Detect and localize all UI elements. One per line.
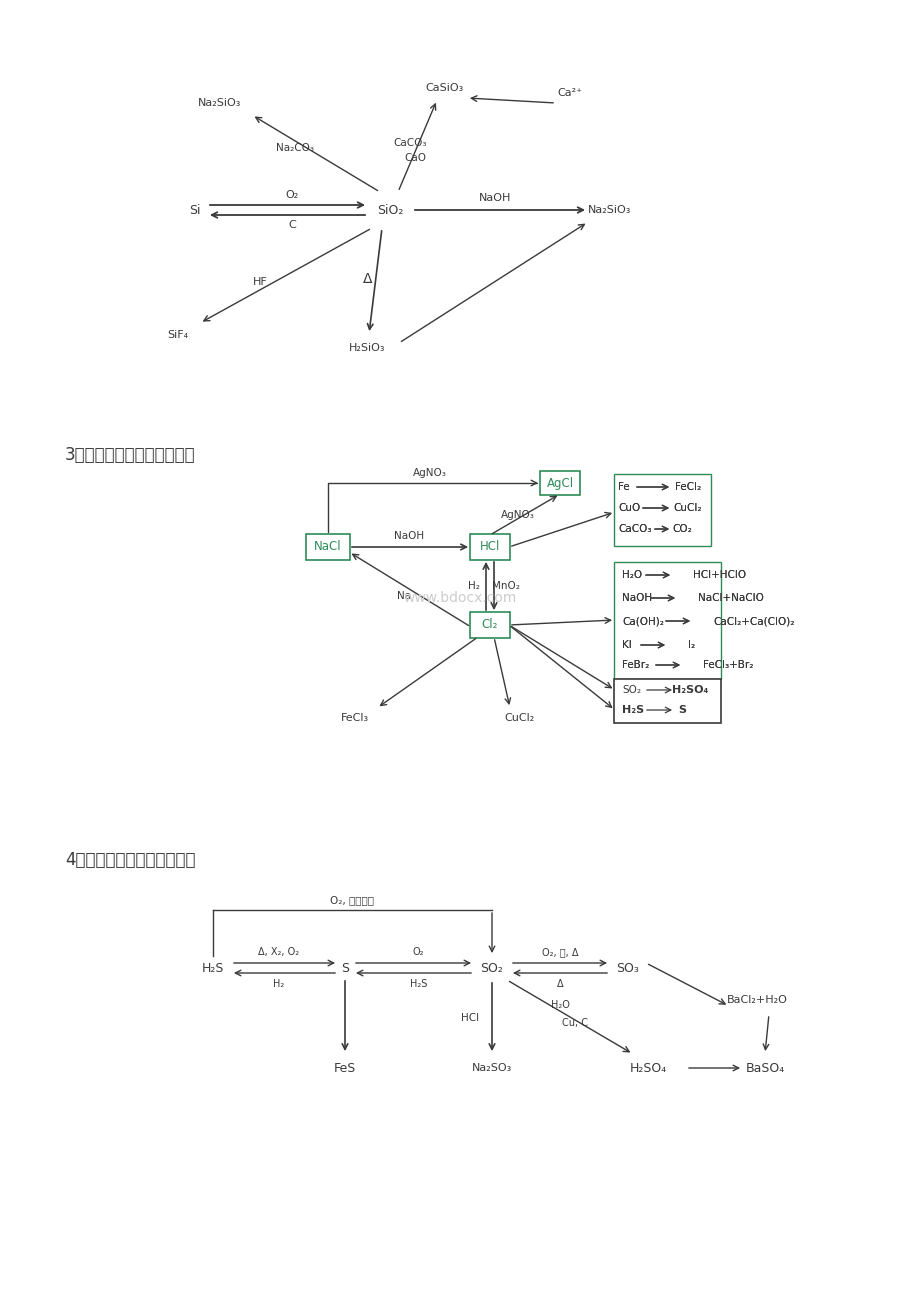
Text: CaO: CaO xyxy=(403,154,425,163)
Text: AgCl: AgCl xyxy=(546,477,573,490)
Text: 3．氯及其化合物的转化关系: 3．氯及其化合物的转化关系 xyxy=(65,447,196,464)
Text: CaCl₂+Ca(ClO)₂: CaCl₂+Ca(ClO)₂ xyxy=(712,616,793,626)
FancyBboxPatch shape xyxy=(306,534,349,560)
Text: HCl: HCl xyxy=(460,1013,479,1023)
Text: FeCl₃: FeCl₃ xyxy=(341,713,369,723)
Text: H₂S: H₂S xyxy=(201,961,224,974)
Text: KI: KI xyxy=(621,641,631,650)
Text: NaCl+NaClO: NaCl+NaClO xyxy=(698,592,763,603)
Text: I₂: I₂ xyxy=(687,641,695,650)
Text: Δ, X₂, O₂: Δ, X₂, O₂ xyxy=(258,947,300,957)
Text: CuCl₂: CuCl₂ xyxy=(505,713,535,723)
Text: SO₂: SO₂ xyxy=(621,685,641,695)
Text: H₂SO₄: H₂SO₄ xyxy=(671,685,708,695)
Text: SO₃: SO₃ xyxy=(616,961,639,974)
Text: www.bdocx.com: www.bdocx.com xyxy=(403,591,516,605)
Text: H₂: H₂ xyxy=(468,581,480,591)
Text: CuO: CuO xyxy=(618,503,640,513)
Text: Na₂SO₃: Na₂SO₃ xyxy=(471,1062,512,1073)
Text: FeCl₂: FeCl₂ xyxy=(675,482,700,492)
Text: NaOH: NaOH xyxy=(621,592,652,603)
Text: Fe: Fe xyxy=(618,482,629,492)
Text: Na₂CO₃: Na₂CO₃ xyxy=(276,143,313,154)
Text: H₂S: H₂S xyxy=(621,704,643,715)
Text: O₂, 催, Δ: O₂, 催, Δ xyxy=(541,947,578,957)
Text: KI: KI xyxy=(621,641,631,650)
Text: CaCl₂+Ca(ClO)₂: CaCl₂+Ca(ClO)₂ xyxy=(712,616,793,626)
Text: CuO: CuO xyxy=(618,503,640,513)
Text: CaCO₃: CaCO₃ xyxy=(618,523,651,534)
Text: 4．硫及其化合物的转化关系: 4．硫及其化合物的转化关系 xyxy=(65,852,196,868)
Text: NaOH: NaOH xyxy=(393,531,424,542)
Text: NaCl+NaClO: NaCl+NaClO xyxy=(698,592,763,603)
Text: FeCl₂: FeCl₂ xyxy=(675,482,700,492)
Text: CO₂: CO₂ xyxy=(672,523,691,534)
Text: Si: Si xyxy=(189,203,200,216)
FancyBboxPatch shape xyxy=(613,562,720,680)
Text: CaSiO₃: CaSiO₃ xyxy=(425,83,463,92)
Text: Na₂SiO₃: Na₂SiO₃ xyxy=(587,204,631,215)
Text: H₂S: H₂S xyxy=(409,979,426,990)
Text: O₂, 完全燃烧: O₂, 完全燃烧 xyxy=(330,894,374,905)
Text: BaCl₂+H₂O: BaCl₂+H₂O xyxy=(726,995,787,1005)
Text: HF: HF xyxy=(253,277,267,286)
Text: CaCO₃: CaCO₃ xyxy=(618,523,651,534)
Text: H₂O: H₂O xyxy=(621,570,641,579)
Text: Cl₂: Cl₂ xyxy=(482,618,498,631)
Text: Na₂SiO₃: Na₂SiO₃ xyxy=(199,98,242,108)
Text: Ca²⁺: Ca²⁺ xyxy=(557,89,582,98)
Text: CaCO₃: CaCO₃ xyxy=(392,138,426,148)
Text: NaOH: NaOH xyxy=(478,193,511,203)
Text: H₂O: H₂O xyxy=(550,1000,569,1010)
Text: SiO₂: SiO₂ xyxy=(377,203,403,216)
FancyBboxPatch shape xyxy=(613,474,710,546)
Text: SiF₄: SiF₄ xyxy=(167,329,188,340)
Text: Δ: Δ xyxy=(556,979,562,990)
Text: H₂SiO₃: H₂SiO₃ xyxy=(348,342,385,353)
Text: HCl+HClO: HCl+HClO xyxy=(692,570,745,579)
Text: Ca(OH)₂: Ca(OH)₂ xyxy=(621,616,664,626)
Text: SO₂: SO₂ xyxy=(480,961,503,974)
Text: Ca(OH)₂: Ca(OH)₂ xyxy=(621,616,664,626)
FancyBboxPatch shape xyxy=(539,471,579,495)
Text: O₂: O₂ xyxy=(413,947,424,957)
Text: H₂SO₄: H₂SO₄ xyxy=(629,1061,666,1074)
FancyBboxPatch shape xyxy=(470,534,509,560)
Text: H₂O: H₂O xyxy=(621,570,641,579)
Text: MnO₂: MnO₂ xyxy=(492,581,519,591)
Text: FeBr₂: FeBr₂ xyxy=(621,660,649,671)
Text: FeS: FeS xyxy=(334,1061,356,1074)
FancyBboxPatch shape xyxy=(613,680,720,723)
FancyBboxPatch shape xyxy=(470,612,509,638)
Text: AgNO₃: AgNO₃ xyxy=(413,467,447,478)
Text: H₂: H₂ xyxy=(273,979,284,990)
Text: FeCl₃+Br₂: FeCl₃+Br₂ xyxy=(702,660,753,671)
Text: Δ: Δ xyxy=(363,272,372,286)
Text: HCl+HClO: HCl+HClO xyxy=(692,570,745,579)
Text: NaCl: NaCl xyxy=(314,540,342,553)
Text: I₂: I₂ xyxy=(687,641,695,650)
Text: O₂: O₂ xyxy=(286,190,299,201)
Text: FeBr₂: FeBr₂ xyxy=(621,660,649,671)
Text: Fe: Fe xyxy=(618,482,629,492)
Text: CO₂: CO₂ xyxy=(672,523,691,534)
Text: AgNO₃: AgNO₃ xyxy=(501,510,534,519)
Text: CuCl₂: CuCl₂ xyxy=(673,503,701,513)
Text: CuCl₂: CuCl₂ xyxy=(673,503,701,513)
Text: S: S xyxy=(341,961,348,974)
Text: Cu, C: Cu, C xyxy=(562,1018,587,1029)
Text: HCl: HCl xyxy=(480,540,500,553)
Text: C: C xyxy=(289,220,296,230)
Text: S: S xyxy=(677,704,686,715)
Text: Na: Na xyxy=(396,591,411,602)
Text: NaOH: NaOH xyxy=(621,592,652,603)
Text: FeCl₃+Br₂: FeCl₃+Br₂ xyxy=(702,660,753,671)
Text: BaSO₄: BaSO₄ xyxy=(744,1061,784,1074)
